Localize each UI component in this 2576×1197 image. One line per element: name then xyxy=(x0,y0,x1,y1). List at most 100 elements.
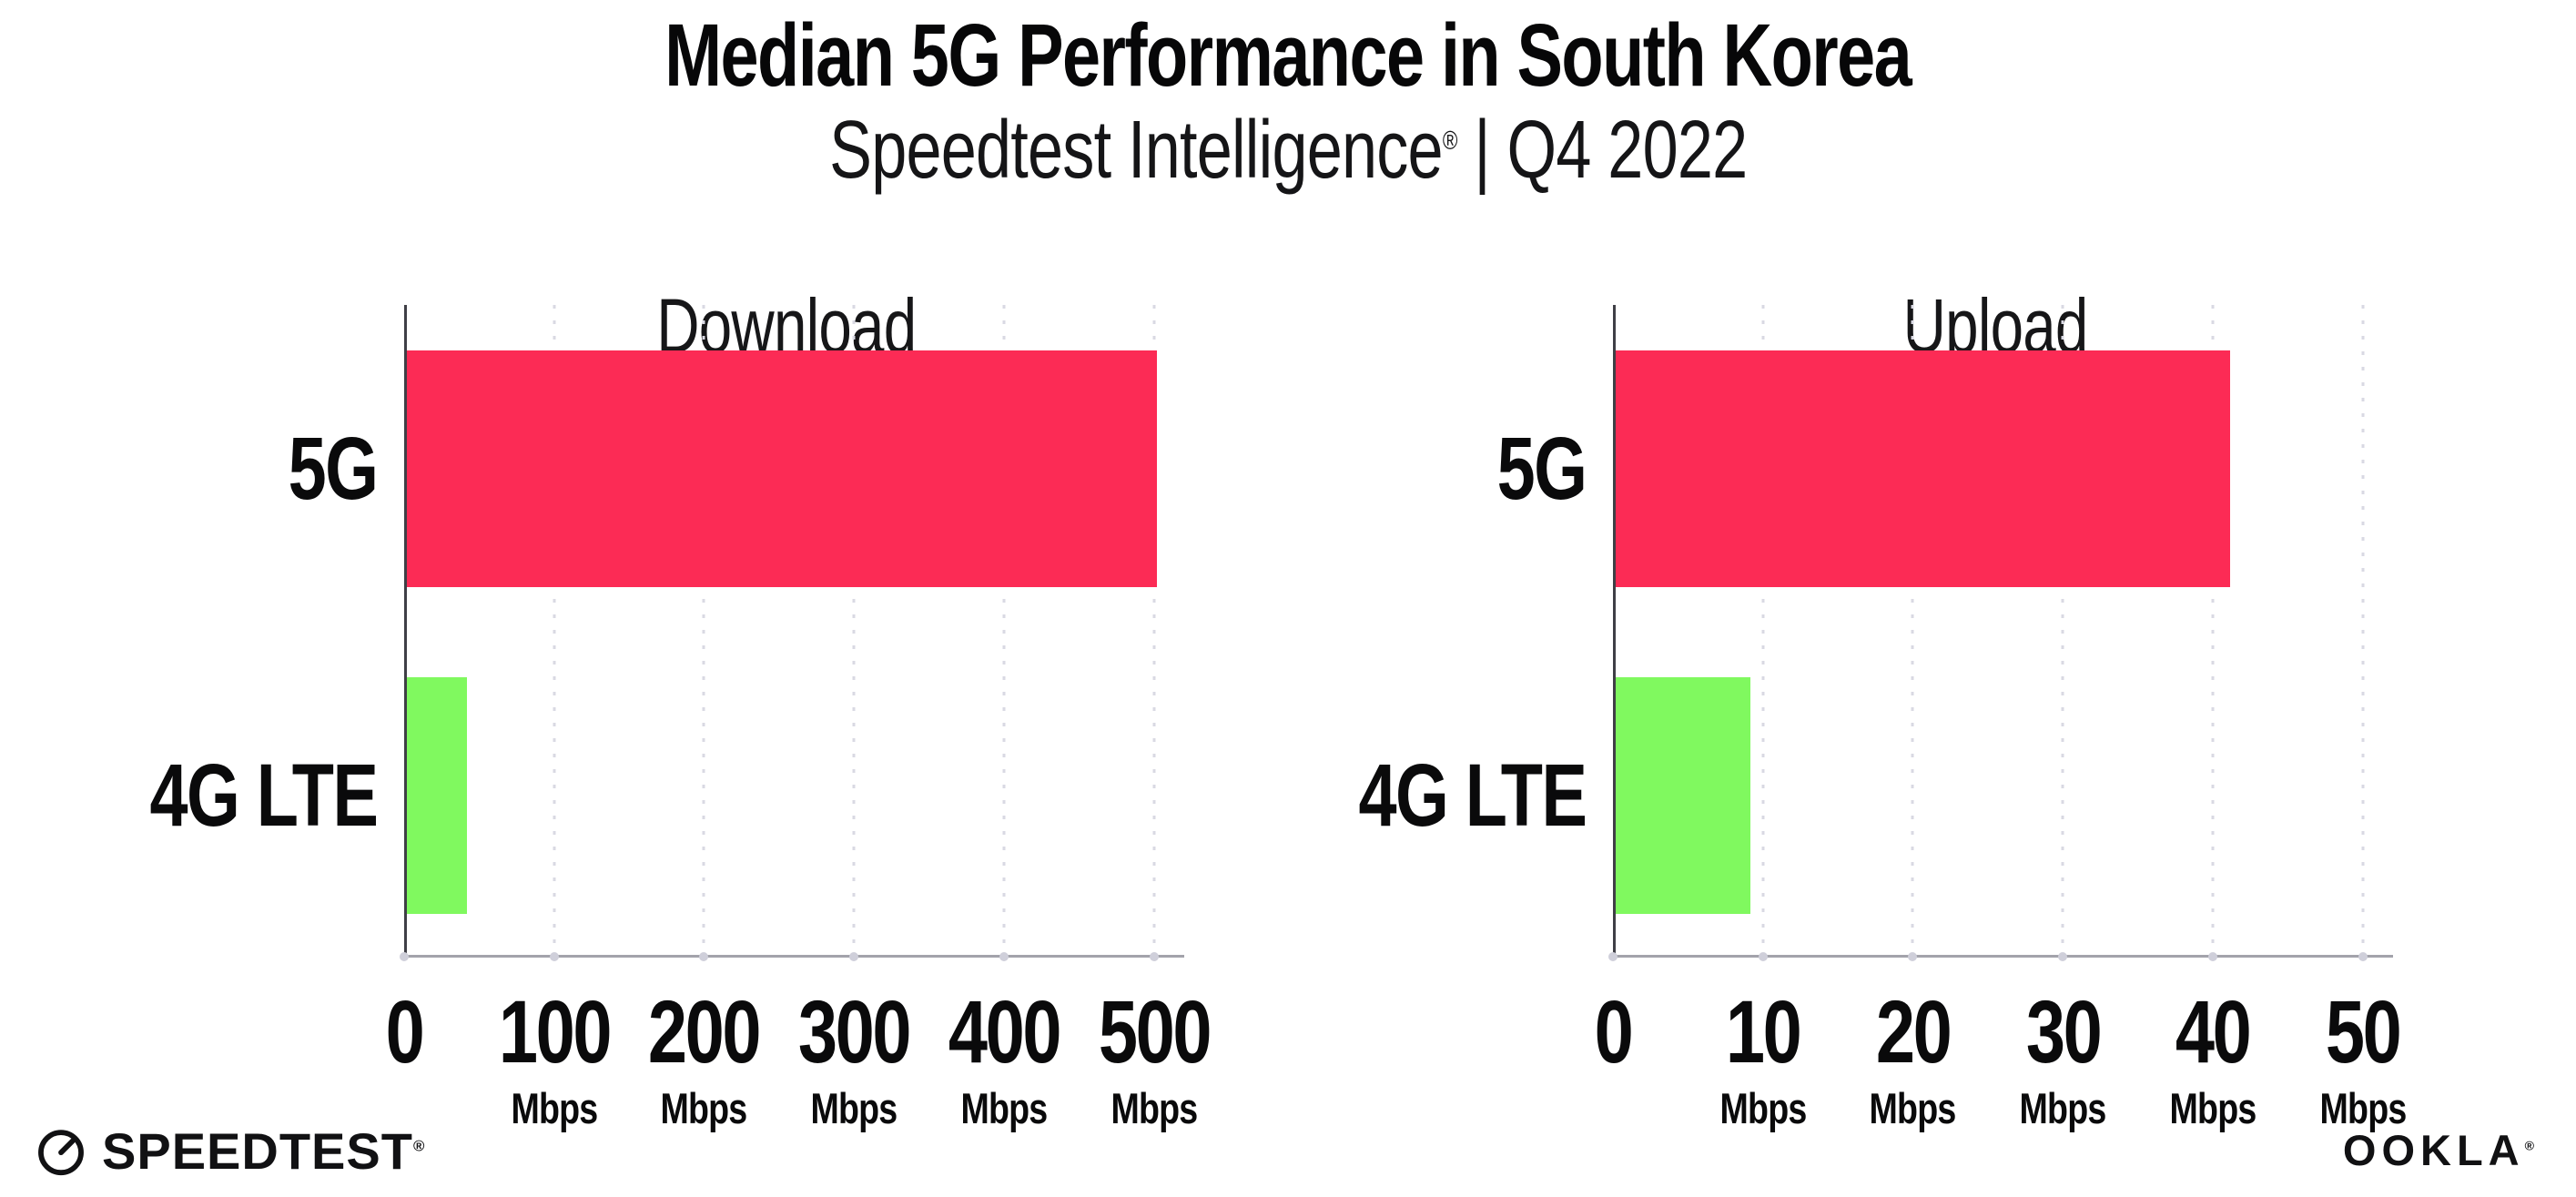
speedtest-logo: SPEEDTEST® xyxy=(35,1121,425,1181)
x-tick-label-500: 500 xyxy=(1084,988,1223,1076)
x-tick-100: 100 Mbps xyxy=(484,988,624,1133)
speedtest-wordmark: SPEEDTEST® xyxy=(102,1121,425,1181)
x-tick-label-text: 200 xyxy=(648,982,762,1081)
upload-chart-panel: Upload 0 10 Mbps 20 Mbps 30 Mbps 40 Mbps 50 Mbps 5… xyxy=(1358,218,2407,1138)
x-tick-label-text: 0 xyxy=(385,982,425,1081)
x-tick-unit-text: Mbps xyxy=(660,1084,748,1132)
x-tick-unit-200: Mbps xyxy=(634,1083,774,1133)
category-label-5g: 5G xyxy=(76,350,378,587)
axis-tick-dot-500 xyxy=(1149,952,1159,961)
x-axis-ticks: 0 100 Mbps 200 Mbps 300 Mbps 400 Mbps 500 Mbps xyxy=(386,988,1212,1138)
category-label-text: 5G xyxy=(288,419,378,518)
x-tick-0: 0 xyxy=(381,988,428,1076)
x-tick-500: 500 Mbps xyxy=(1084,988,1223,1133)
category-label-text: 5G xyxy=(1496,419,1587,518)
x-tick-label-50: 50 xyxy=(2308,988,2417,1076)
bar-4g-lte xyxy=(407,677,467,914)
x-tick-unit-50: Mbps xyxy=(2308,1083,2417,1133)
x-tick-label-text: 0 xyxy=(1594,982,1634,1081)
x-tick-200: 200 Mbps xyxy=(634,988,774,1133)
x-tick-40: 40 Mbps xyxy=(2158,988,2267,1133)
x-tick-unit-300: Mbps xyxy=(785,1083,924,1133)
x-tick-label-40: 40 xyxy=(2158,988,2267,1076)
gridline-50 xyxy=(2361,305,2365,956)
axis-tick-dot-400 xyxy=(999,952,1009,961)
y-axis-spine xyxy=(1613,305,1616,956)
gridline-300 xyxy=(852,305,856,956)
axis-tick-dot-200 xyxy=(699,952,709,961)
x-tick-300: 300 Mbps xyxy=(785,988,924,1133)
ookla-wordmark: OOKLA® xyxy=(2343,1126,2540,1174)
x-tick-unit-text: Mbps xyxy=(1111,1084,1198,1132)
x-tick-0: 0 xyxy=(1590,988,1637,1076)
x-tick-30: 30 Mbps xyxy=(2009,988,2117,1133)
x-axis-baseline xyxy=(404,955,1184,958)
bar-5g xyxy=(1616,350,2231,587)
subtitle-period: | Q4 2022 xyxy=(1456,104,1748,196)
gridline-100 xyxy=(553,305,556,956)
x-tick-label-10: 10 xyxy=(1709,988,1817,1076)
gridline-40 xyxy=(2211,305,2215,956)
x-tick-label-0: 0 xyxy=(381,988,428,1076)
ookla-wordmark-text: OOKLA xyxy=(2342,1126,2525,1174)
x-tick-unit-10: Mbps xyxy=(1709,1083,1817,1133)
axis-tick-dot-40 xyxy=(2207,952,2217,961)
gridline-200 xyxy=(702,305,705,956)
category-label-text: 4G LTE xyxy=(149,746,378,845)
x-tick-label-text: 40 xyxy=(2175,982,2252,1081)
axis-tick-dot-100 xyxy=(549,952,559,961)
x-tick-unit-text: Mbps xyxy=(2019,1084,2107,1132)
x-tick-label-text: 100 xyxy=(498,982,613,1081)
x-tick-10: 10 Mbps xyxy=(1709,988,1817,1133)
header: Median 5G Performance in South Korea Spe… xyxy=(0,0,2576,193)
gridline-20 xyxy=(1911,305,1914,956)
x-tick-label-text: 400 xyxy=(948,982,1062,1081)
axis-tick-dot-10 xyxy=(1758,952,1768,961)
subtitle-brand: Speedtest Intelligence xyxy=(828,104,1443,196)
x-tick-50: 50 Mbps xyxy=(2308,988,2417,1133)
page-subtitle-text: Speedtest Intelligence® | Q4 2022 xyxy=(828,104,1748,196)
x-tick-unit-400: Mbps xyxy=(934,1083,1073,1133)
x-tick-unit-text: Mbps xyxy=(2319,1084,2407,1132)
x-tick-label-30: 30 xyxy=(2009,988,2117,1076)
axis-tick-dot-30 xyxy=(2058,952,2068,961)
x-axis-baseline xyxy=(1613,955,2393,958)
x-tick-unit-100: Mbps xyxy=(484,1083,624,1133)
x-tick-label-0: 0 xyxy=(1590,988,1637,1076)
axis-tick-dot-300 xyxy=(849,952,859,961)
gridline-30 xyxy=(2061,305,2064,956)
x-tick-unit-text: Mbps xyxy=(1719,1084,1807,1132)
x-tick-label-text: 300 xyxy=(797,982,912,1081)
x-tick-unit-30: Mbps xyxy=(2009,1083,2117,1133)
gridline-10 xyxy=(1761,305,1765,956)
speedtest-gauge-icon xyxy=(38,1129,84,1175)
plot-area xyxy=(400,305,1184,961)
x-tick-unit-500: Mbps xyxy=(1084,1083,1223,1133)
axis-tick-dot-20 xyxy=(1908,952,1918,961)
x-tick-label-200: 200 xyxy=(634,988,774,1076)
x-tick-label-300: 300 xyxy=(785,988,924,1076)
page-title: Median 5G Performance in South Korea xyxy=(0,0,2576,102)
x-tick-unit-text: Mbps xyxy=(1869,1084,1957,1132)
gridline-500 xyxy=(1152,305,1156,956)
ookla-logo: OOKLA® xyxy=(2343,1125,2540,1175)
x-tick-unit-text: Mbps xyxy=(2169,1084,2257,1132)
bar-5g xyxy=(407,350,1157,587)
x-tick-label-400: 400 xyxy=(934,988,1073,1076)
gridline-400 xyxy=(1002,305,1006,956)
category-label-5g: 5G xyxy=(1285,350,1587,587)
x-tick-label-20: 20 xyxy=(1859,988,1967,1076)
x-tick-unit-text: Mbps xyxy=(511,1084,598,1132)
y-axis-spine xyxy=(404,305,407,956)
x-tick-label-text: 10 xyxy=(1725,982,1802,1081)
registered-mark: ® xyxy=(1442,126,1458,156)
x-tick-unit-text: Mbps xyxy=(960,1084,1048,1132)
plot-area xyxy=(1608,305,2393,961)
axis-tick-dot-0 xyxy=(400,952,409,961)
page-subtitle: Speedtest Intelligence® | Q4 2022 xyxy=(0,107,2576,194)
axis-tick-dot-50 xyxy=(2358,952,2368,961)
category-label-4g-lte: 4G LTE xyxy=(1285,677,1587,914)
x-axis-ticks: 0 10 Mbps 20 Mbps 30 Mbps 40 Mbps 50 Mbps xyxy=(1595,988,2407,1138)
axis-tick-dot-0 xyxy=(1608,952,1618,961)
x-tick-label-text: 20 xyxy=(1875,982,1952,1081)
